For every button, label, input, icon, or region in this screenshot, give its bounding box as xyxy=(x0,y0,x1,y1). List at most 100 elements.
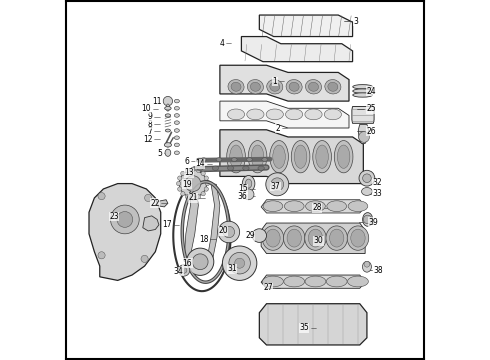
Ellipse shape xyxy=(334,140,353,173)
Ellipse shape xyxy=(251,145,264,168)
Circle shape xyxy=(163,96,172,106)
Text: 32: 32 xyxy=(373,178,382,187)
Text: 15: 15 xyxy=(238,184,248,193)
Text: 26: 26 xyxy=(366,127,376,136)
Circle shape xyxy=(177,187,182,191)
Text: 23: 23 xyxy=(109,212,119,221)
Circle shape xyxy=(181,171,185,176)
Ellipse shape xyxy=(326,226,347,250)
Text: 25: 25 xyxy=(366,104,376,113)
Polygon shape xyxy=(261,200,365,213)
Ellipse shape xyxy=(327,201,346,212)
Text: 34: 34 xyxy=(173,267,183,276)
Ellipse shape xyxy=(228,80,244,94)
Circle shape xyxy=(181,267,187,273)
Ellipse shape xyxy=(291,140,310,173)
Circle shape xyxy=(196,195,200,199)
Ellipse shape xyxy=(347,276,368,287)
Text: 33: 33 xyxy=(373,189,382,198)
Ellipse shape xyxy=(174,143,179,147)
Ellipse shape xyxy=(174,99,179,103)
Circle shape xyxy=(177,176,182,180)
Ellipse shape xyxy=(227,166,234,170)
Circle shape xyxy=(266,173,289,196)
Circle shape xyxy=(191,196,195,200)
Ellipse shape xyxy=(166,104,170,111)
Ellipse shape xyxy=(263,201,283,212)
Polygon shape xyxy=(143,216,159,231)
Ellipse shape xyxy=(305,80,321,94)
Ellipse shape xyxy=(174,114,179,117)
Ellipse shape xyxy=(247,80,264,94)
Circle shape xyxy=(223,226,235,238)
Ellipse shape xyxy=(250,82,260,91)
Text: 22: 22 xyxy=(150,199,160,208)
Ellipse shape xyxy=(262,226,284,250)
Ellipse shape xyxy=(266,229,280,247)
Circle shape xyxy=(187,248,214,275)
Polygon shape xyxy=(220,101,349,128)
Circle shape xyxy=(201,192,205,196)
Polygon shape xyxy=(261,223,365,253)
Circle shape xyxy=(178,265,190,276)
Text: 37: 37 xyxy=(270,182,280,191)
Polygon shape xyxy=(352,107,374,123)
Ellipse shape xyxy=(216,158,222,161)
Ellipse shape xyxy=(174,121,179,125)
Circle shape xyxy=(218,221,240,243)
Text: 14: 14 xyxy=(195,159,205,168)
Polygon shape xyxy=(157,200,168,207)
Ellipse shape xyxy=(313,140,331,173)
Circle shape xyxy=(176,181,181,186)
Circle shape xyxy=(205,181,210,186)
Ellipse shape xyxy=(248,140,267,173)
Text: 24: 24 xyxy=(366,86,376,95)
Text: 17: 17 xyxy=(162,220,172,229)
Ellipse shape xyxy=(227,140,245,173)
Text: 38: 38 xyxy=(373,266,383,275)
Circle shape xyxy=(185,168,190,172)
Ellipse shape xyxy=(174,107,179,110)
Polygon shape xyxy=(242,37,353,62)
Polygon shape xyxy=(259,304,367,345)
Text: 16: 16 xyxy=(183,259,192,268)
Ellipse shape xyxy=(363,213,373,226)
Text: 11: 11 xyxy=(152,96,162,105)
Circle shape xyxy=(364,261,370,267)
Ellipse shape xyxy=(283,226,305,250)
Circle shape xyxy=(359,170,375,186)
Ellipse shape xyxy=(306,201,325,212)
Circle shape xyxy=(359,132,369,142)
Text: 7: 7 xyxy=(147,127,152,136)
Ellipse shape xyxy=(353,89,372,93)
Ellipse shape xyxy=(262,158,268,161)
Text: 39: 39 xyxy=(368,218,378,227)
Text: 29: 29 xyxy=(245,231,255,240)
Text: 3: 3 xyxy=(353,17,358,26)
Ellipse shape xyxy=(231,82,241,91)
Ellipse shape xyxy=(197,166,203,170)
Ellipse shape xyxy=(286,80,302,94)
Circle shape xyxy=(192,254,208,270)
Text: 12: 12 xyxy=(143,135,152,144)
Circle shape xyxy=(145,194,152,202)
Circle shape xyxy=(235,258,245,268)
Ellipse shape xyxy=(362,188,372,195)
Polygon shape xyxy=(220,65,349,101)
Ellipse shape xyxy=(316,145,328,168)
Polygon shape xyxy=(358,125,368,143)
Ellipse shape xyxy=(325,80,341,94)
Ellipse shape xyxy=(305,276,326,287)
Ellipse shape xyxy=(305,226,326,250)
Ellipse shape xyxy=(270,140,289,173)
Polygon shape xyxy=(259,15,353,37)
Ellipse shape xyxy=(305,109,322,120)
Circle shape xyxy=(229,252,250,274)
Ellipse shape xyxy=(330,229,344,247)
Text: 2: 2 xyxy=(275,124,280,133)
Text: 21: 21 xyxy=(188,193,197,202)
Polygon shape xyxy=(207,184,220,262)
Text: 8: 8 xyxy=(147,120,152,129)
Ellipse shape xyxy=(165,114,171,117)
Text: 9: 9 xyxy=(147,112,152,121)
